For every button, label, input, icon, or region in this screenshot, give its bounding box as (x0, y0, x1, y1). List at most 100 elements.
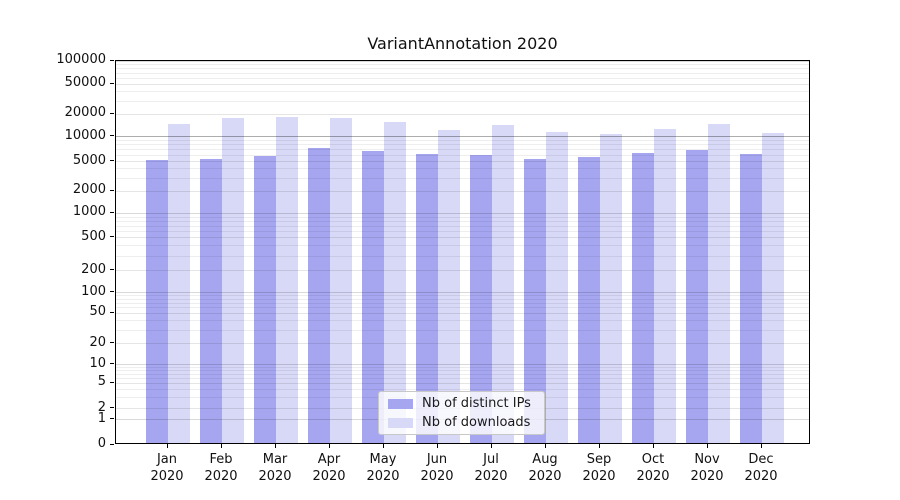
bar-downloads-apr (330, 117, 352, 443)
x-tick-label-aug: Aug 2020 (528, 452, 562, 484)
legend-label-distinct-ips: Nb of distinct IPs (422, 396, 531, 411)
gridline-10000 (116, 136, 809, 138)
y-tick-mark (110, 291, 114, 293)
y-tick-label-2000: 2000 (72, 182, 106, 198)
y-tick-label-10: 10 (89, 355, 106, 371)
plot-area (115, 60, 810, 444)
bar-distinct-ips-may (362, 151, 384, 443)
x-tick-label-jul: Jul 2020 (474, 452, 508, 484)
bar-distinct-ips-oct (632, 153, 654, 443)
x-tick-label-feb: Feb 2020 (204, 452, 238, 484)
x-tick-mark (166, 444, 168, 448)
y-tick-mark (110, 59, 114, 61)
bar-distinct-ips-apr (308, 147, 330, 443)
x-tick-mark (598, 444, 600, 448)
bar-distinct-ips-jun (416, 154, 438, 443)
y-tick-label-50: 50 (89, 304, 106, 320)
bar-downloads-nov (708, 123, 730, 443)
x-tick-label-oct: Oct 2020 (636, 452, 670, 484)
gridline-9000 (116, 140, 809, 142)
y-tick-label-100: 100 (81, 283, 106, 299)
x-tick-mark (274, 444, 276, 448)
y-tick-label-20: 20 (89, 334, 106, 350)
y-tick-mark (110, 135, 114, 137)
y-tick-mark (110, 363, 114, 365)
bar-distinct-ips-aug (524, 159, 546, 443)
x-tick-mark (220, 444, 222, 448)
y-tick-label-200: 200 (81, 261, 106, 277)
y-tick-mark (110, 236, 114, 238)
x-tick-mark (382, 444, 384, 448)
x-tick-label-apr: Apr 2020 (312, 452, 346, 484)
bar-distinct-ips-feb (200, 159, 222, 443)
x-tick-label-mar: Mar 2020 (258, 452, 292, 484)
x-tick-label-dec: Dec 2020 (744, 452, 778, 484)
bar-downloads-jan (168, 124, 190, 443)
legend-item-distinct-ips: Nb of distinct IPs (388, 396, 536, 411)
bar-distinct-ips-jul (470, 155, 492, 443)
gridline-80000 (116, 68, 809, 70)
y-tick-label-1: 1 (97, 410, 106, 426)
legend-label-downloads: Nb of downloads (422, 415, 531, 430)
y-tick-mark (110, 407, 114, 409)
y-tick-mark (110, 189, 114, 191)
legend-swatch-downloads (388, 417, 413, 428)
y-tick-mark (110, 112, 114, 114)
bar-distinct-ips-dec (740, 154, 762, 443)
x-tick-mark (490, 444, 492, 448)
gridline-20000 (116, 113, 809, 115)
x-tick-mark (760, 444, 762, 448)
bar-downloads-aug (546, 131, 568, 443)
legend: Nb of distinct IPs Nb of downloads (378, 391, 545, 435)
bar-downloads-sep (600, 133, 622, 443)
x-tick-mark (652, 444, 654, 448)
x-tick-label-jan: Jan 2020 (150, 452, 184, 484)
y-tick-mark (110, 342, 114, 344)
gridline-8000 (116, 144, 809, 146)
y-tick-mark (110, 82, 114, 84)
bar-downloads-jul (492, 125, 514, 443)
gridline-40000 (116, 91, 809, 93)
bar-downloads-feb (222, 117, 244, 443)
y-tick-mark (110, 160, 114, 162)
x-tick-label-may: May 2020 (366, 452, 400, 484)
gridline-90000 (116, 64, 809, 66)
bar-downloads-mar (276, 117, 298, 443)
x-tick-label-sep: Sep 2020 (582, 452, 616, 484)
x-tick-mark (544, 444, 546, 448)
y-tick-mark (110, 418, 114, 420)
y-tick-label-50000: 50000 (64, 75, 106, 91)
y-tick-mark (110, 269, 114, 271)
bar-downloads-jun (438, 129, 460, 443)
bar-downloads-oct (654, 129, 676, 443)
x-tick-label-nov: Nov 2020 (690, 452, 724, 484)
legend-swatch-distinct-ips (388, 398, 413, 409)
y-tick-label-5: 5 (97, 374, 106, 390)
y-tick-label-1000: 1000 (72, 204, 106, 220)
chart-title: VariantAnnotation 2020 (367, 34, 558, 53)
bar-downloads-may (384, 121, 406, 443)
bar-distinct-ips-sep (578, 157, 600, 443)
y-tick-label-0: 0 (97, 436, 106, 451)
legend-item-downloads: Nb of downloads (388, 415, 536, 430)
bar-distinct-ips-mar (254, 155, 276, 443)
bar-distinct-ips-jan (146, 159, 168, 443)
bar-distinct-ips-nov (686, 149, 708, 443)
y-tick-label-100000: 100000 (56, 52, 106, 67)
y-tick-label-10000: 10000 (64, 127, 106, 143)
y-tick-label-5000: 5000 (72, 152, 106, 168)
y-tick-mark (110, 211, 114, 213)
y-tick-label-2: 2 (97, 399, 106, 415)
gridline-30000 (116, 100, 809, 102)
gridline-60000 (116, 77, 809, 79)
x-tick-mark (706, 444, 708, 448)
y-tick-mark (110, 443, 114, 445)
x-tick-label-jun: Jun 2020 (420, 452, 454, 484)
y-tick-label-20000: 20000 (64, 105, 106, 121)
gridline-50000 (116, 83, 809, 85)
y-tick-mark (110, 311, 114, 313)
y-tick-label-500: 500 (81, 228, 106, 244)
y-tick-mark (110, 381, 114, 383)
gridline-100000 (116, 60, 809, 62)
